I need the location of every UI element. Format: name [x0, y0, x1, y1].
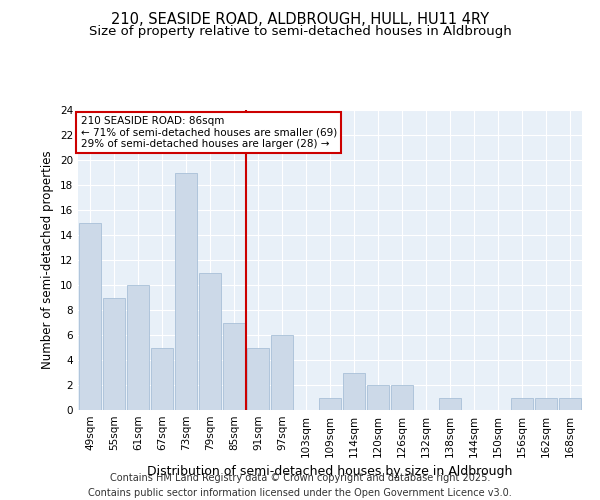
Text: 210, SEASIDE ROAD, ALDBROUGH, HULL, HU11 4RY: 210, SEASIDE ROAD, ALDBROUGH, HULL, HU11… [111, 12, 489, 28]
Text: 210 SEASIDE ROAD: 86sqm
← 71% of semi-detached houses are smaller (69)
29% of se: 210 SEASIDE ROAD: 86sqm ← 71% of semi-de… [80, 116, 337, 149]
Bar [271, 335, 293, 410]
Text: Size of property relative to semi-detached houses in Aldbrough: Size of property relative to semi-detach… [89, 25, 511, 38]
Bar [247, 348, 269, 410]
Bar [511, 398, 533, 410]
Bar [391, 385, 413, 410]
Bar [151, 348, 173, 410]
Bar [199, 272, 221, 410]
Bar [175, 172, 197, 410]
Bar [343, 372, 365, 410]
Bar [223, 322, 245, 410]
Bar [367, 385, 389, 410]
Bar [559, 398, 581, 410]
X-axis label: Distribution of semi-detached houses by size in Aldbrough: Distribution of semi-detached houses by … [148, 466, 512, 478]
Bar [439, 398, 461, 410]
Bar [103, 298, 125, 410]
Bar [535, 398, 557, 410]
Text: Contains HM Land Registry data © Crown copyright and database right 2025.
Contai: Contains HM Land Registry data © Crown c… [88, 472, 512, 498]
Bar [319, 398, 341, 410]
Bar [79, 222, 101, 410]
Bar [127, 285, 149, 410]
Y-axis label: Number of semi-detached properties: Number of semi-detached properties [41, 150, 55, 370]
